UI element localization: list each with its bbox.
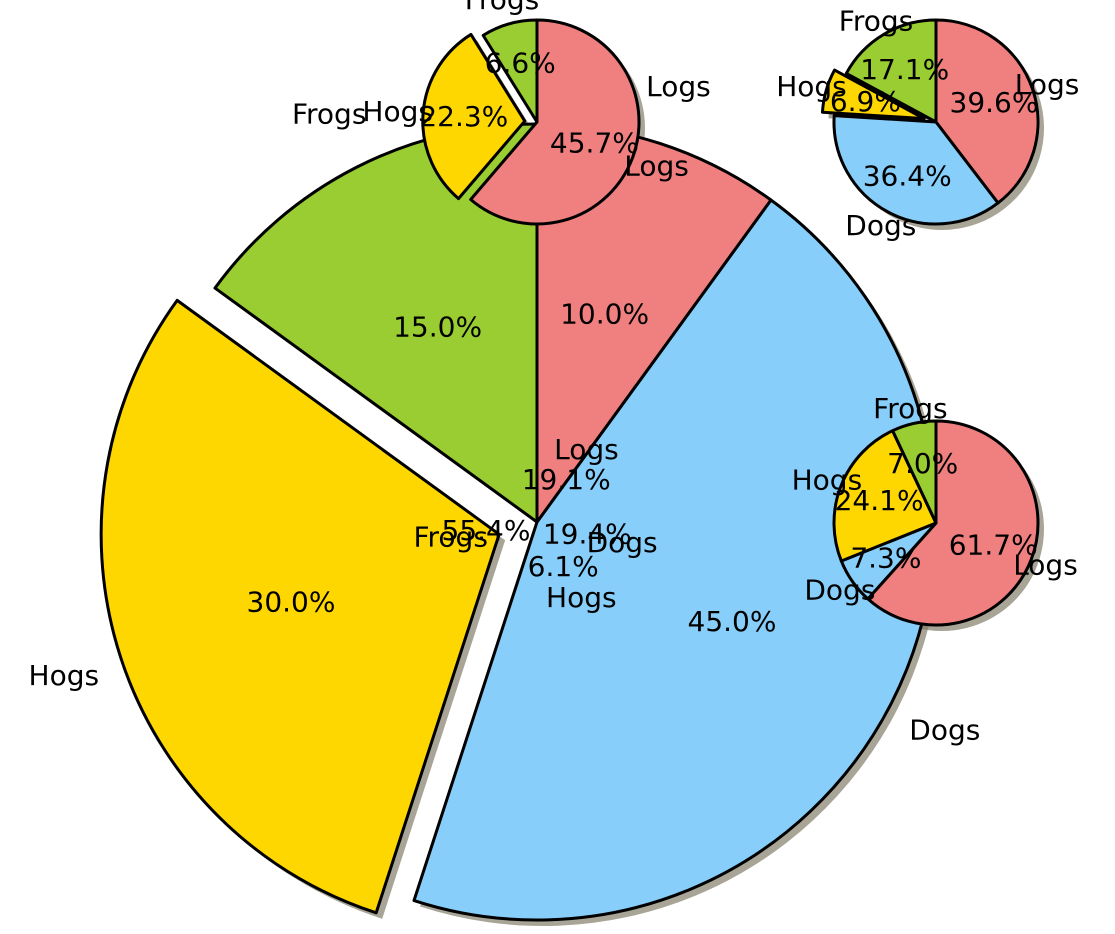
pie-1-pct-dogs: 45.0%: [688, 605, 777, 638]
pie-4-label-logs: Logs: [1015, 68, 1080, 101]
pie-1-slice-dogs: [412, 198, 937, 922]
pie-5-label-hogs: Hogs: [792, 464, 863, 497]
pie-1-label-logs: Logs: [646, 70, 711, 103]
pie-4-slice-frogs: [844, 18, 938, 124]
pie-3-label-logs: Logs: [624, 150, 689, 183]
pie-4-pct-frogs: 17.1%: [860, 53, 949, 86]
pie-4-slice-dogs: [832, 114, 1000, 226]
label-layer: Frogs 15.0% Hogs 30.0% Dogs 45.0% Logs 10.0% Log…: [29, 0, 1080, 746]
pie-4-label-hogs: Hogs: [776, 70, 847, 103]
pie-5-slice-hogs: [832, 429, 938, 563]
pie-2-label-dogs: Dogs: [587, 526, 658, 559]
pie-5-pct-hogs: 24.1%: [835, 484, 924, 517]
pie-5-pct-dogs: 7.3%: [850, 542, 921, 575]
pie-2-pct-logs: 19.1%: [522, 463, 611, 496]
slice-layer: [99, 18, 1040, 922]
pie-4-pct-dogs: 36.4%: [863, 160, 952, 193]
pie-4-pct-hogs: 6.9%: [830, 85, 901, 118]
pie-5-label-logs: Logs: [1013, 548, 1078, 581]
pie-4-label-frogs: Frogs: [839, 5, 913, 38]
pie-4-pct-logs: 39.6%: [950, 86, 1039, 119]
pie-5-label-dogs: Dogs: [804, 574, 875, 607]
pie-4-slice-logs: [934, 18, 1040, 205]
pie-3-label-hogs: Hogs: [362, 95, 433, 128]
pie-2-pct-hogs: 6.1%: [528, 550, 599, 583]
pie-5-pct-frogs: 7.0%: [887, 447, 958, 480]
pie-1-pct-logs: 10.0%: [560, 297, 649, 330]
pie-3-slice-hogs: [421, 32, 527, 201]
pie-5-slice-logs: [866, 419, 1040, 627]
pie-1-label-hogs: Hogs: [29, 659, 100, 692]
pie-1-label-dogs: Dogs: [909, 713, 980, 746]
pie-1-label-frogs: Frogs: [292, 98, 366, 131]
pie-3-pct-logs: 45.7%: [550, 127, 639, 160]
pie-2-pct-frogs: 55.4%: [442, 514, 531, 547]
pie-2-label-hogs: Hogs: [546, 581, 617, 614]
pie-5-label-frogs: Frogs: [873, 392, 947, 425]
pie-2-pct-dogs: 19.4%: [543, 518, 632, 551]
pie-3-pct-hogs: 22.3%: [419, 100, 508, 133]
pie-4-slice-hogs: [820, 68, 926, 121]
pie-1-slice-hogs: [99, 298, 501, 915]
pie-3-pct-frogs: 6.6%: [485, 47, 556, 80]
pie-3-slice-logs: [469, 18, 641, 226]
pie-2-label-frogs: Frogs: [413, 520, 487, 553]
pie-2-label-logs: Logs: [554, 433, 619, 466]
pie-4-label-dogs: Dogs: [845, 209, 916, 242]
pie-5-pct-logs: 61.7%: [949, 528, 1038, 561]
pie-1-pct-hogs: 30.0%: [247, 585, 336, 618]
pie-1-pct-frogs: 15.0%: [393, 311, 482, 344]
pie-5-slice-frogs: [891, 419, 938, 525]
pie-3-slice-frogs: [481, 18, 539, 124]
pie-3-label-frogs: Frogs: [465, 0, 539, 16]
